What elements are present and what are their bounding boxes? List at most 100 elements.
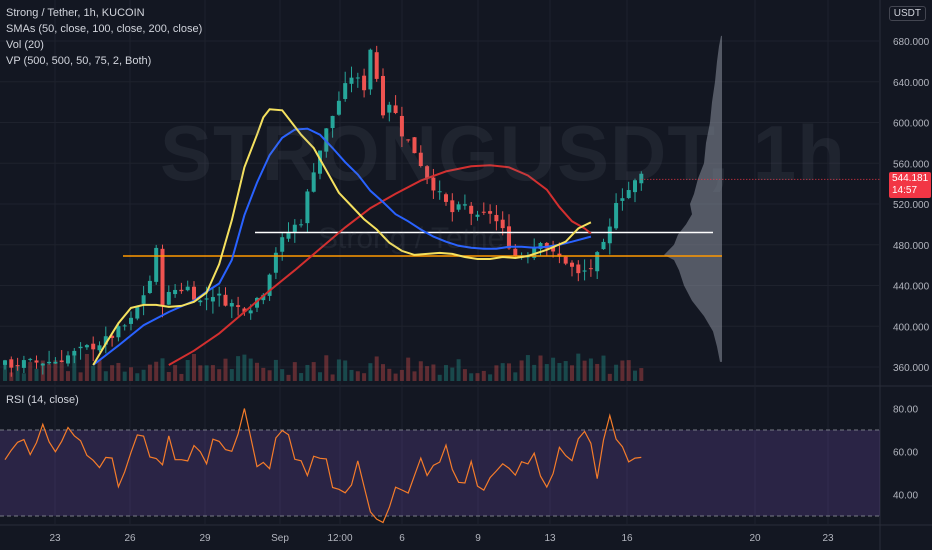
candle-body xyxy=(368,49,373,90)
candle-body xyxy=(538,243,543,249)
legend-vp[interactable]: VP (500, 500, 50, 75, 2, Both) xyxy=(6,55,152,67)
candle-body xyxy=(475,214,480,217)
candle-body xyxy=(399,115,404,137)
rsi-band xyxy=(0,430,880,516)
volume-bar xyxy=(336,359,341,381)
volume-bar xyxy=(588,358,593,381)
y-tick-label: 440.000 xyxy=(893,282,930,293)
volume-bar xyxy=(614,364,619,381)
sma50-line xyxy=(92,108,592,366)
y-tick-label: 480.000 xyxy=(893,241,930,252)
candle-body xyxy=(103,336,108,345)
volume-bar xyxy=(21,373,26,381)
sma200-line xyxy=(168,164,592,366)
volume-bar xyxy=(198,365,203,381)
volume-bar xyxy=(28,362,33,381)
candle-body xyxy=(248,310,253,314)
volume-bar xyxy=(9,372,14,381)
volume-bar xyxy=(179,373,184,381)
volume-bar xyxy=(469,373,474,381)
volume-bar xyxy=(97,360,102,381)
volume-bar xyxy=(72,354,77,381)
candle-body xyxy=(462,204,467,206)
y-tick-label: 560.000 xyxy=(893,159,930,170)
volume-bar xyxy=(267,370,272,381)
volume-bar xyxy=(273,359,278,381)
candle-body xyxy=(406,139,411,141)
volume-bar xyxy=(223,358,228,381)
volume-bar xyxy=(633,370,637,381)
candle-body xyxy=(311,172,316,192)
candle-body xyxy=(59,360,64,363)
candle-body xyxy=(255,297,259,308)
candle-body xyxy=(154,247,159,282)
volume-bar xyxy=(488,374,493,381)
volume-bar xyxy=(500,363,505,381)
candle-body xyxy=(53,361,58,364)
candle-body xyxy=(393,105,398,113)
volume-bar xyxy=(620,360,625,381)
rsi-tick-label: 40.00 xyxy=(893,491,918,502)
candle-body xyxy=(412,137,417,154)
volume-bar xyxy=(66,371,70,381)
x-tick-label: 20 xyxy=(749,533,761,544)
candle-body xyxy=(355,77,360,79)
volume-bar xyxy=(192,353,196,381)
volume-bar xyxy=(318,372,322,381)
candle-body xyxy=(185,286,190,291)
x-tick-label: 12:00 xyxy=(327,533,352,544)
volume-bar xyxy=(418,361,423,381)
volume-bar xyxy=(122,371,127,381)
currency-badge[interactable]: USDT xyxy=(888,6,926,21)
candle-body xyxy=(601,241,606,250)
candle-body xyxy=(210,297,215,302)
volume-bar xyxy=(147,364,152,381)
candle-body xyxy=(66,355,70,364)
legend-vol[interactable]: Vol (20) xyxy=(6,39,44,51)
candle-body xyxy=(141,295,146,304)
volume-bar xyxy=(53,360,58,381)
candle-body xyxy=(192,286,196,300)
volume-bar xyxy=(494,365,499,381)
rsi-legend[interactable]: RSI (14, close) xyxy=(6,394,79,406)
rsi-tick-label: 80.00 xyxy=(893,405,918,416)
volume-bar xyxy=(261,367,266,381)
x-tick-label: 16 xyxy=(621,533,633,544)
candle-body xyxy=(336,100,341,115)
candle-body xyxy=(488,211,493,214)
legend-sma[interactable]: SMAs (50, close, 100, close, 200, close) xyxy=(6,23,203,35)
x-tick-label: 26 xyxy=(124,533,136,544)
candle-body xyxy=(494,214,499,222)
candle-body xyxy=(330,115,335,129)
volume-bar xyxy=(525,355,530,381)
volume-bar xyxy=(368,363,373,381)
volume-bar xyxy=(601,355,606,381)
candle-body xyxy=(343,83,348,99)
candle-body xyxy=(500,219,505,229)
candle-body xyxy=(607,226,612,244)
candle-body xyxy=(532,246,537,258)
volume-bar xyxy=(15,365,20,381)
volume-bar xyxy=(84,353,89,381)
volume-bar xyxy=(393,373,398,381)
candle-body xyxy=(47,361,52,364)
candle-body xyxy=(544,242,549,249)
volume-bar xyxy=(532,364,537,381)
x-tick-label: 9 xyxy=(475,533,481,544)
volume-bar xyxy=(475,373,480,381)
volume-bar xyxy=(444,365,448,381)
candle-body xyxy=(576,264,581,274)
volume-bar xyxy=(570,365,574,381)
volume-bar xyxy=(3,364,7,381)
candle-body xyxy=(570,262,574,267)
x-tick-label: 23 xyxy=(49,533,61,544)
volume-bar xyxy=(481,370,486,381)
volume-bar xyxy=(507,363,511,381)
volume-bar xyxy=(135,373,140,381)
candle-body xyxy=(166,291,171,305)
y-tick-label: 520.000 xyxy=(893,200,930,211)
candle-body xyxy=(242,308,247,312)
volume-bar xyxy=(204,365,209,381)
legend-title[interactable]: Strong / Tether, 1h, KUCOIN xyxy=(6,7,145,19)
